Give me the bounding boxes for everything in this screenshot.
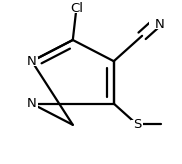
Text: N: N <box>27 55 37 68</box>
Text: N: N <box>155 18 164 31</box>
Text: N: N <box>27 97 37 110</box>
Bar <box>68 4 85 13</box>
Bar <box>149 20 161 29</box>
Text: S: S <box>133 118 141 131</box>
Text: Cl: Cl <box>70 2 83 15</box>
Bar <box>25 99 38 108</box>
Bar <box>25 57 38 66</box>
Bar <box>131 120 143 129</box>
